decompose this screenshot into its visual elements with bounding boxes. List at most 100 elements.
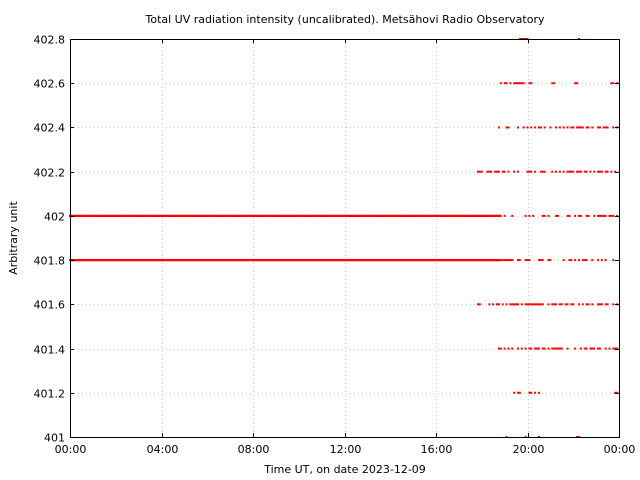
- data-point: [499, 347, 502, 350]
- data-point: [516, 170, 519, 173]
- data-point: [560, 303, 563, 306]
- data-point: [486, 170, 489, 173]
- data-point: [520, 347, 523, 350]
- data-point: [614, 170, 617, 173]
- data-point: [604, 170, 607, 173]
- data-point: [499, 259, 502, 262]
- data-point: [597, 170, 600, 173]
- data-point: [570, 259, 573, 262]
- data-point: [587, 126, 590, 129]
- data-point: [555, 214, 558, 217]
- data-point: [520, 303, 523, 306]
- data-point: [476, 303, 479, 306]
- data-point: [593, 170, 596, 173]
- y-tick-label: 401: [44, 432, 65, 445]
- data-point: [553, 347, 556, 350]
- data-point: [600, 303, 603, 306]
- data-point: [562, 259, 565, 262]
- data-point: [528, 391, 531, 394]
- data-point: [570, 170, 573, 173]
- data-point: [528, 82, 531, 85]
- data-point: [488, 303, 491, 306]
- data-point: [587, 303, 590, 306]
- data-point: [516, 126, 519, 129]
- data-point: [528, 259, 531, 262]
- tick-labels: 00:00 04:00 08:00 12:00 16:00 20:00 00:0040140…: [34, 34, 636, 457]
- data-point: [591, 347, 594, 350]
- data-point: [564, 303, 567, 306]
- data-point: [476, 170, 479, 173]
- data-point: [549, 259, 552, 262]
- data-point: [585, 214, 588, 217]
- data-point: [543, 170, 546, 173]
- data-point: [604, 303, 607, 306]
- data-point: [583, 170, 586, 173]
- data-point: [591, 259, 594, 262]
- x-tick-label: 00:00: [55, 443, 87, 456]
- data-point: [478, 303, 481, 306]
- data-point: [524, 214, 527, 217]
- data-point: [600, 259, 603, 262]
- data-point: [534, 303, 537, 306]
- data-point: [602, 214, 605, 217]
- data-point: [534, 126, 537, 129]
- x-axis-label: Time UT, on date 2023-12-09: [263, 463, 426, 476]
- data-point: [501, 170, 504, 173]
- data-point: [478, 170, 481, 173]
- data-point: [515, 82, 518, 85]
- data-point: [547, 214, 550, 217]
- data-point: [541, 259, 544, 262]
- data-point: [604, 347, 607, 350]
- data-point: [551, 82, 554, 85]
- data-point: [503, 170, 506, 173]
- data-point: [555, 170, 558, 173]
- data-point: [507, 259, 510, 262]
- data-point: [530, 82, 533, 85]
- data-point: [606, 126, 609, 129]
- data-point: [513, 82, 516, 85]
- data-point: [581, 303, 584, 306]
- data-point: [558, 303, 561, 306]
- data-point: [555, 126, 558, 129]
- data-point: [597, 259, 600, 262]
- axis-ticks: [70, 39, 620, 438]
- data-point: [558, 170, 561, 173]
- data-point: [539, 126, 542, 129]
- data-point: [516, 303, 519, 306]
- data-point: [541, 303, 544, 306]
- data-point: [558, 126, 561, 129]
- data-point: [604, 259, 607, 262]
- data-point: [507, 347, 510, 350]
- data-point: [528, 347, 531, 350]
- data-point: [537, 391, 540, 394]
- data-point: [602, 126, 605, 129]
- data-point: [610, 82, 613, 85]
- data-point: [614, 391, 617, 394]
- data-point: [598, 126, 601, 129]
- data-point: [496, 303, 498, 306]
- data-point: [572, 126, 575, 129]
- data-point: [513, 391, 516, 394]
- data-point: [612, 347, 615, 350]
- data-point: [497, 126, 500, 129]
- data-point: [530, 347, 533, 350]
- data-point: [576, 170, 579, 173]
- data-point: [553, 82, 556, 85]
- data-point: [566, 214, 569, 217]
- data-point: [558, 347, 561, 350]
- data-point: [496, 170, 498, 173]
- data-point: [532, 214, 535, 217]
- data-point: [528, 303, 531, 306]
- data-point: [604, 214, 607, 217]
- data-point: [560, 347, 563, 350]
- data-point: [576, 126, 579, 129]
- data-point: [501, 259, 504, 262]
- data-point: [591, 126, 594, 129]
- data-point: [526, 259, 529, 262]
- data-point: [522, 126, 525, 129]
- data-point: [585, 303, 588, 306]
- x-tick-label: 16:00: [421, 443, 453, 456]
- data-point: [537, 259, 540, 262]
- data-point: [551, 303, 554, 306]
